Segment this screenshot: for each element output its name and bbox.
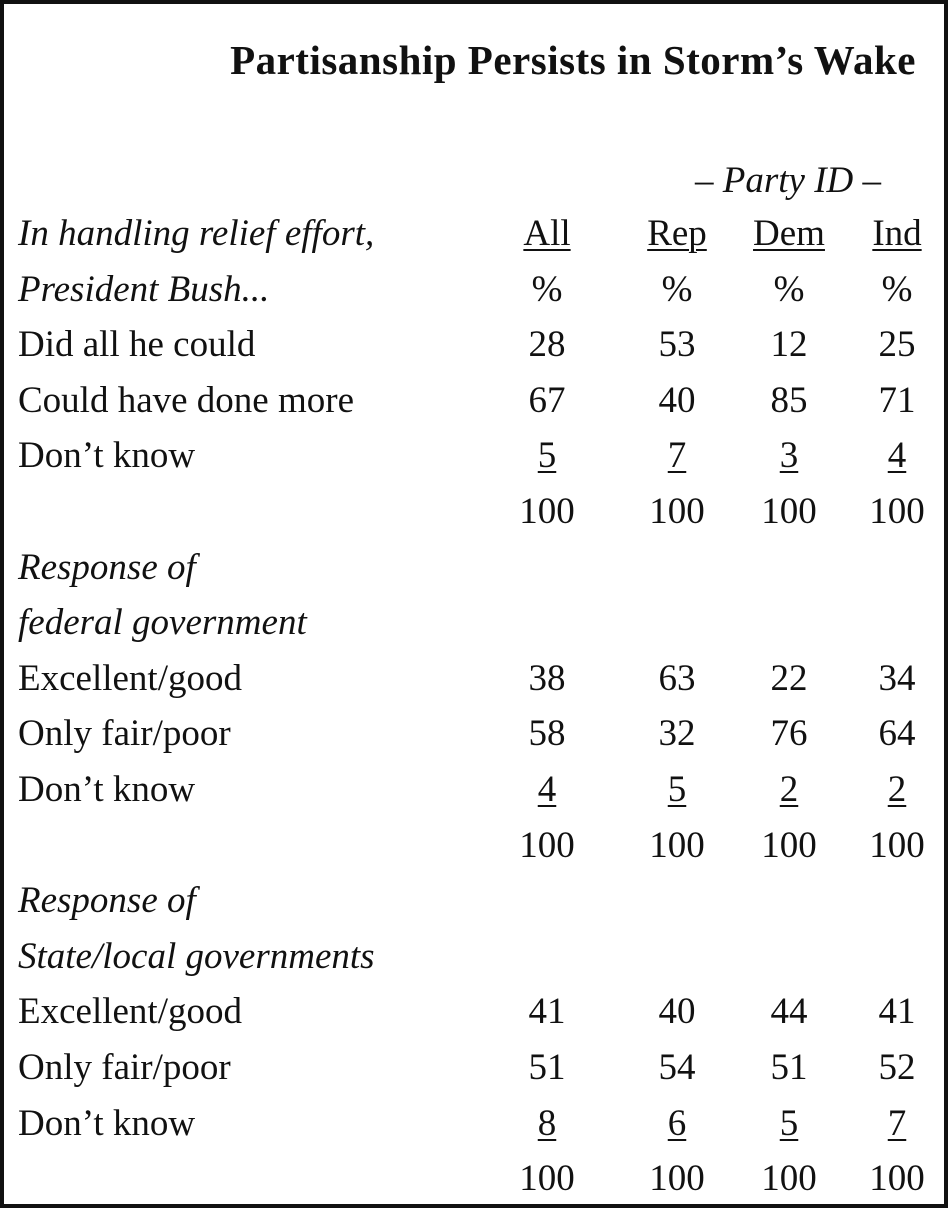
section-heading: President Bush... [18, 268, 270, 310]
party-id-group-header: – Party ID – [695, 160, 881, 201]
data-value: 7 [887, 1102, 907, 1144]
total-value: 100 [649, 824, 705, 866]
data-value: 4 [887, 435, 907, 477]
data-value: 67 [528, 379, 566, 421]
data-value: 41 [528, 991, 566, 1033]
column-header-all: All [523, 213, 571, 254]
total-value: 100 [869, 491, 925, 532]
row-label: Don’t know [18, 769, 196, 810]
data-value: 53 [658, 324, 696, 366]
total-value: 100 [519, 824, 575, 866]
data-value: 4 [537, 769, 557, 810]
data-value: 5 [667, 769, 687, 810]
data-value: 25 [878, 324, 916, 366]
data-value: 28 [528, 324, 566, 366]
row-label: Only fair/poor [18, 713, 231, 755]
total-value: 100 [869, 1158, 925, 1200]
percent-unit-label: % [881, 268, 913, 310]
total-value: 100 [869, 824, 925, 866]
total-value: 100 [761, 824, 817, 866]
data-value: 41 [878, 991, 916, 1033]
row-label: Could have done more [18, 379, 354, 421]
data-value: 38 [528, 657, 566, 699]
column-header-dem: Dem [753, 213, 825, 254]
data-value: 85 [770, 379, 808, 421]
column-header-ind: Ind [872, 213, 922, 254]
total-value: 100 [649, 491, 705, 532]
data-value: 2 [887, 769, 907, 810]
total-value: 100 [519, 491, 575, 532]
data-value: 40 [658, 379, 696, 421]
total-value: 100 [761, 491, 817, 532]
data-value: 76 [770, 713, 808, 755]
data-value: 2 [779, 769, 799, 810]
data-value: 64 [878, 713, 916, 755]
row-label: Did all he could [18, 324, 256, 366]
section-heading: In handling relief effort, [18, 213, 375, 254]
data-value: 3 [779, 435, 799, 477]
data-value: 58 [528, 713, 566, 755]
section-heading: State/local governments [18, 935, 375, 977]
data-value: 7 [667, 435, 687, 477]
row-label: Excellent/good [18, 657, 242, 699]
data-value: 51 [528, 1047, 566, 1088]
row-label: Don’t know [18, 435, 196, 477]
data-value: 54 [658, 1047, 696, 1088]
data-value: 5 [537, 435, 557, 477]
data-value: 12 [770, 324, 808, 366]
data-value: 51 [770, 1047, 808, 1088]
data-value: 40 [658, 991, 696, 1033]
data-value: 5 [779, 1102, 799, 1144]
row-label: Excellent/good [18, 991, 242, 1033]
chart-title: Partisanship Persists in Storm’s Wake [230, 37, 916, 83]
data-value: 44 [770, 991, 808, 1033]
data-value: 32 [658, 713, 696, 755]
data-value: 34 [878, 657, 916, 699]
percent-unit-label: % [531, 268, 563, 310]
data-value: 71 [878, 379, 916, 421]
column-header-rep: Rep [647, 213, 707, 254]
row-label: Only fair/poor [18, 1047, 231, 1088]
row-label: Don’t know [18, 1102, 196, 1144]
section-heading: federal government [18, 602, 307, 644]
total-value: 100 [519, 1158, 575, 1200]
data-value: 8 [537, 1102, 557, 1144]
data-value: 6 [667, 1102, 687, 1144]
percent-unit-label: % [661, 268, 693, 310]
total-value: 100 [649, 1158, 705, 1200]
section-heading: Response of [18, 546, 196, 588]
data-value: 52 [878, 1047, 916, 1088]
percent-unit-label: % [773, 268, 805, 310]
data-value: 22 [770, 657, 808, 699]
data-value: 63 [658, 657, 696, 699]
total-value: 100 [761, 1158, 817, 1200]
section-heading: Response of [18, 880, 196, 922]
